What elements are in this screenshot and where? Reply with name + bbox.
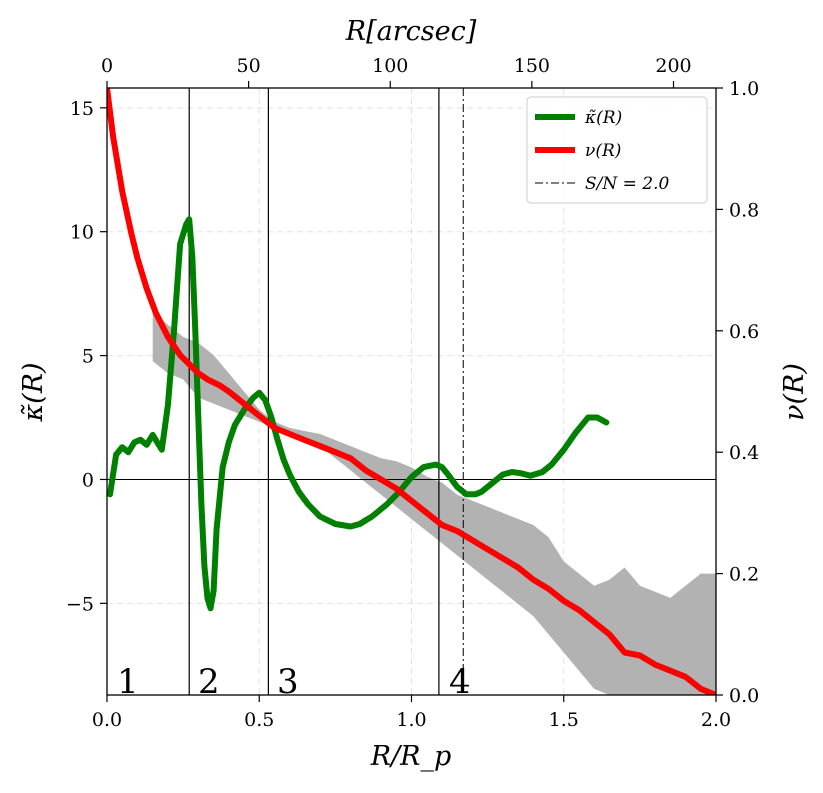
y-axis-title: κ̃(R) (18, 362, 49, 422)
x-tick-label: 0.5 (244, 709, 274, 731)
x-tick-label: 1.0 (396, 709, 426, 731)
region-label-3: 3 (277, 662, 299, 702)
legend-label-nu: ν(R) (585, 141, 621, 161)
legend-box (526, 96, 708, 204)
y-tick-label: 0 (82, 469, 94, 491)
region-label-4: 4 (449, 662, 471, 702)
uncertainty-band (152, 312, 716, 695)
x2-tick-label: 150 (514, 55, 550, 77)
x2-tick-label: 200 (655, 55, 691, 77)
legend-label-kappa: κ̃(R) (584, 108, 622, 128)
x-tick-label: 2.0 (701, 709, 731, 731)
region-label-1: 1 (117, 662, 139, 702)
x-tick-label: 1.5 (549, 709, 579, 731)
y-tick-label: 5 (82, 346, 94, 368)
legend: κ̃(R) ν(R) S/N = 2.0 (526, 96, 708, 204)
y2-tick-label: 0.8 (729, 199, 759, 221)
y2-tick-label: 0.6 (729, 321, 759, 343)
y2-axis-title: ν(R) (779, 363, 810, 421)
x2-tick-label: 50 (237, 55, 261, 77)
region-label-2: 2 (198, 662, 220, 702)
y-tick-label: 10 (70, 222, 94, 244)
x2-axis-title: R[arcsec] (345, 16, 477, 47)
series-layer (107, 88, 716, 695)
uncertainty-band-layer (152, 312, 716, 695)
y2-tick-label: 0.4 (729, 442, 759, 464)
kappa-series-line (107, 216, 610, 612)
y-tick-label: 15 (70, 98, 94, 120)
nu-series-line (107, 88, 716, 695)
x-axis-title: R/R_p (370, 741, 452, 772)
y2-tick-label: 0.2 (729, 564, 759, 586)
legend-label-sn: S/N = 2.0 (585, 174, 670, 194)
ticks: 0.0 0.5 1.0 1.5 2.0 0 50 100 150 200 −5 0 5 10 15 0.0 0.… (66, 55, 759, 731)
y-tick-label: −5 (66, 593, 94, 615)
y2-tick-label: 1.0 (729, 78, 759, 100)
x2-tick-label: 100 (372, 55, 408, 77)
x-tick-label: 0.0 (92, 709, 122, 731)
y2-tick-label: 0.0 (729, 685, 759, 707)
x2-tick-label: 0 (101, 55, 113, 77)
